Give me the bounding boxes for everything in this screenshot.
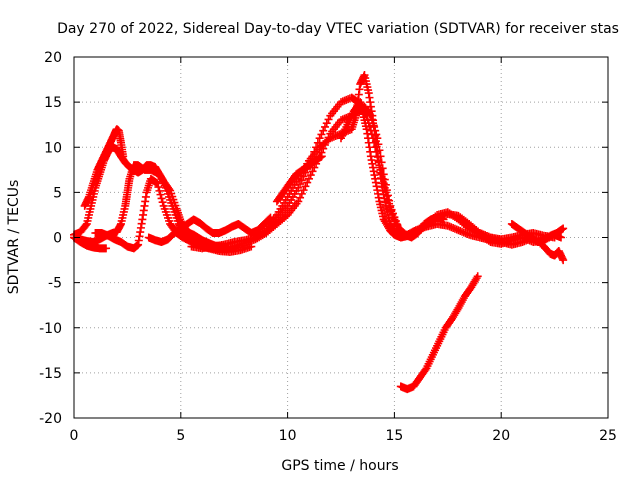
data-point (154, 183, 163, 192)
data-point (378, 174, 387, 183)
data-point (158, 198, 167, 207)
y-tick-label: 0 (53, 231, 62, 247)
data-point (559, 224, 568, 233)
data-point (473, 272, 482, 281)
data-point (381, 188, 390, 197)
data-point (315, 134, 324, 143)
data-point (294, 197, 303, 206)
data-point (375, 161, 384, 170)
data-point (374, 156, 383, 165)
data-point (363, 115, 372, 124)
data-point (157, 194, 166, 203)
data-point (385, 199, 394, 208)
y-tick-label: 10 (44, 140, 62, 156)
data-point (371, 143, 380, 152)
data-point (303, 178, 312, 187)
data-marks (70, 71, 568, 394)
data-point (119, 152, 128, 161)
data-point (299, 186, 308, 195)
data-point (376, 165, 385, 174)
data-point (153, 179, 162, 188)
data-point (362, 111, 371, 120)
data-point (557, 233, 566, 242)
data-point (319, 126, 328, 135)
data-point (324, 115, 333, 124)
data-point (387, 207, 396, 216)
x-tick-label: 25 (599, 428, 617, 444)
data-point (372, 147, 381, 156)
data-point (297, 176, 306, 185)
chart-title: Day 270 of 2022, Sidereal Day-to-day VTE… (57, 21, 619, 37)
data-point (383, 195, 392, 204)
data-point (386, 203, 395, 212)
data-point (320, 122, 329, 131)
data-point (379, 179, 388, 188)
data-point (439, 215, 448, 224)
data-point (306, 171, 315, 180)
data-point (297, 189, 306, 198)
data-point (373, 152, 382, 161)
data-point (370, 138, 379, 147)
data-point (156, 190, 165, 199)
data-point (155, 186, 164, 195)
y-tick-label: 20 (44, 50, 62, 66)
data-point (365, 122, 374, 131)
data-point (380, 183, 389, 192)
x-tick-label: 15 (385, 428, 403, 444)
x-tick-label: 0 (70, 428, 79, 444)
data-point (472, 274, 481, 283)
data-point (369, 134, 378, 143)
data-point (308, 167, 317, 176)
data-point (81, 221, 90, 230)
y-tick-label: -5 (48, 276, 62, 292)
x-tick-label: 10 (279, 428, 297, 444)
data-point (281, 212, 290, 221)
axis-ticks: 0 5 10 15 20 25 -20 -15 -10 -5 0 5 10 15 20 (39, 50, 617, 444)
data-point (559, 256, 568, 265)
data-point (301, 182, 310, 191)
data-point (102, 244, 111, 253)
data-point (317, 130, 326, 139)
y-tick-label: -20 (39, 411, 62, 427)
y-tick-label: -15 (39, 366, 62, 382)
y-tick-label: 5 (53, 185, 62, 201)
data-point (382, 192, 391, 201)
y-tick-label: 15 (44, 95, 62, 111)
y-axis-label: SDTVAR / TECUs (6, 180, 22, 295)
series-SDTVAR (70, 71, 568, 394)
data-point (366, 126, 375, 135)
data-point (304, 174, 313, 183)
x-tick-label: 20 (492, 428, 510, 444)
data-point (322, 119, 331, 128)
x-tick-label: 5 (176, 428, 185, 444)
data-point (364, 119, 373, 128)
x-axis-label: GPS time / hours (281, 458, 398, 474)
data-point (377, 170, 386, 179)
y-tick-label: -10 (39, 321, 62, 337)
data-point (367, 130, 376, 139)
data-point (296, 193, 305, 202)
data-point (317, 152, 326, 161)
